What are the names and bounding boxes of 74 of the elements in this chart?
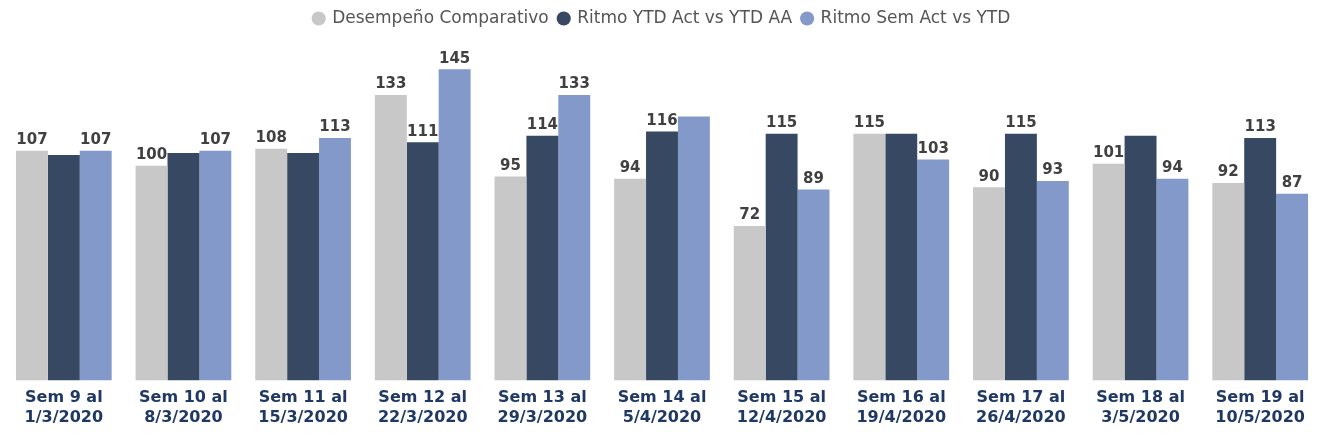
data-label: 115: [1005, 113, 1037, 132]
data-label: 107: [16, 130, 48, 149]
bar: [406, 142, 439, 381]
x-tick-label: Sem 18 al 3/5/2020: [1096, 387, 1185, 426]
bar: [733, 225, 766, 381]
bar: [79, 150, 112, 381]
bar: [1092, 163, 1125, 381]
data-label: 145: [438, 48, 471, 67]
bar: [374, 94, 407, 381]
bar: [1244, 137, 1277, 381]
bar: [167, 152, 200, 381]
bar: [1036, 180, 1069, 381]
x-tick-label: Sem 11 al 15/3/2020: [258, 387, 348, 426]
bar: [15, 150, 48, 381]
x-tick-label: Sem 19 al 10/5/2020: [1215, 387, 1305, 426]
bar: [558, 94, 591, 381]
data-label: 89: [803, 168, 824, 187]
bar: [47, 155, 80, 381]
bar: [438, 69, 471, 381]
data-label: 108: [255, 128, 287, 147]
bar: [677, 116, 710, 381]
data-label: 113: [1244, 117, 1276, 136]
data-label: 116: [646, 110, 678, 129]
x-tick-label: Sem 13 al 29/3/2020: [497, 387, 588, 426]
bar: [917, 159, 950, 381]
x-tick-label: Sem 14 al 5/4/2020: [617, 387, 707, 426]
bar: [135, 165, 168, 381]
bar: [255, 148, 288, 381]
data-label: 103: [917, 138, 949, 157]
bar: [797, 189, 830, 381]
data-label: 133: [375, 74, 407, 93]
x-tick-label: Sem 17 al 26/4/2020: [976, 387, 1066, 426]
data-label: 133: [558, 74, 590, 93]
bar: [1276, 193, 1309, 381]
data-label: 90: [978, 166, 1000, 185]
bar: [973, 187, 1005, 381]
bar: [1004, 133, 1037, 381]
x-tick-label: Sem 10 al 8/3/2020: [139, 387, 228, 426]
bar: [765, 133, 798, 381]
legend-label: Desempeño Comparativo: [332, 6, 549, 27]
bar: [1124, 135, 1157, 381]
bar: [1212, 183, 1245, 381]
data-label: 100: [135, 145, 168, 164]
data-label: 92: [1217, 162, 1239, 181]
x-tick-label: Sem 9 al 1/3/2020: [24, 387, 104, 426]
bar: [319, 137, 351, 381]
data-label: 93: [1042, 160, 1064, 179]
data-label: 94: [619, 158, 641, 177]
bar: [526, 135, 559, 381]
x-tick-label: Sem 12 al 22/3/2020: [377, 387, 468, 426]
bar: [494, 176, 527, 381]
data-label: 101: [1092, 143, 1125, 162]
bar: [853, 133, 886, 381]
bar: [614, 178, 647, 381]
legend-label: Ritmo Sem Act vs YTD: [820, 6, 1011, 27]
bar: [885, 133, 918, 381]
data-label: 87: [1281, 173, 1303, 192]
data-label: 94: [1162, 158, 1183, 177]
legend-label: Ritmo YTD Act vs YTD AA: [577, 6, 793, 27]
bar: [1156, 178, 1189, 381]
bar: [287, 152, 320, 381]
data-label: 95: [500, 155, 521, 174]
bar: [646, 131, 678, 381]
data-label: 115: [765, 113, 798, 132]
x-tick-label: Sem 16 al 19/4/2020: [856, 387, 947, 426]
data-label: 111: [407, 121, 439, 140]
data-label: 107: [80, 130, 112, 149]
data-label: 115: [853, 113, 886, 132]
data-label: 72: [739, 205, 761, 224]
data-label: 113: [319, 117, 351, 136]
x-tick-label: Sem 15 al 12/4/2020: [736, 387, 827, 426]
bar: [199, 150, 232, 381]
data-label: 114: [526, 115, 559, 134]
data-label: 107: [199, 130, 232, 149]
